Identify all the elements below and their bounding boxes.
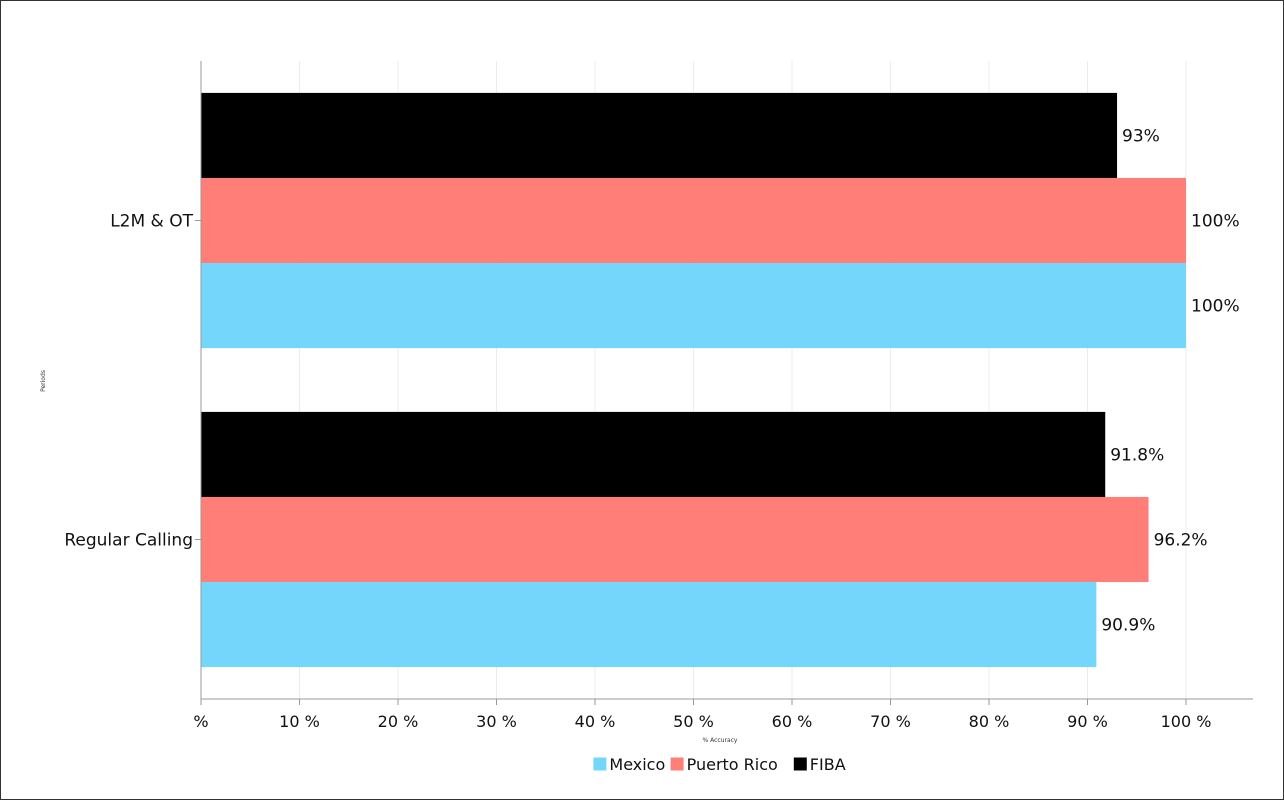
x-tick-label: 10 % — [279, 712, 320, 731]
bar — [201, 582, 1097, 668]
axes: % 10 % 20 % 30 % 40 % 50 % 60 % 70 % 80 % 90 % 100… — [64, 61, 1253, 731]
x-tick-label: 90 % — [1067, 712, 1108, 731]
x-tick-label: 30 % — [476, 712, 517, 731]
legend-label: Mexico — [609, 755, 665, 774]
legend-swatch — [670, 757, 684, 771]
legend: Mexico Puerto Rico FIBA — [593, 755, 846, 774]
data-label: 90.9% — [1101, 616, 1155, 636]
x-tick-label: 20 % — [378, 712, 419, 731]
x-tick-label: 50 % — [673, 712, 714, 731]
x-tick-label: 40 % — [575, 712, 616, 731]
x-tick-label: 80 % — [969, 712, 1010, 731]
x-tick-label: 60 % — [772, 712, 813, 731]
legend-swatch — [793, 757, 807, 771]
data-label: 100% — [1191, 212, 1240, 232]
bar — [201, 92, 1118, 178]
category-label: Regular Calling — [64, 531, 193, 551]
bar — [201, 177, 1186, 264]
x-axis-title: % Accuracy — [702, 737, 737, 744]
bar — [201, 411, 1106, 497]
category-label: L2M & OT — [110, 212, 193, 232]
data-label: 100% — [1191, 297, 1240, 317]
data-labels: 93% 100% 100% 91.8% 96.2% 90.9% — [1101, 126, 1239, 635]
legend-label: Puerto Rico — [687, 755, 778, 774]
bar — [201, 263, 1186, 349]
data-label: 93% — [1122, 126, 1160, 146]
data-label: 91.8% — [1110, 445, 1164, 465]
legend-label: FIBA — [810, 755, 846, 774]
data-label: 96.2% — [1154, 531, 1208, 551]
x-tick-label: % — [193, 712, 208, 731]
legend-swatch — [593, 757, 607, 771]
x-tick-label: 100 % — [1161, 712, 1212, 731]
y-axis-title: Periods — [40, 370, 47, 392]
bars — [201, 92, 1186, 668]
x-tick-label: 70 % — [870, 712, 911, 731]
bar — [201, 496, 1149, 583]
